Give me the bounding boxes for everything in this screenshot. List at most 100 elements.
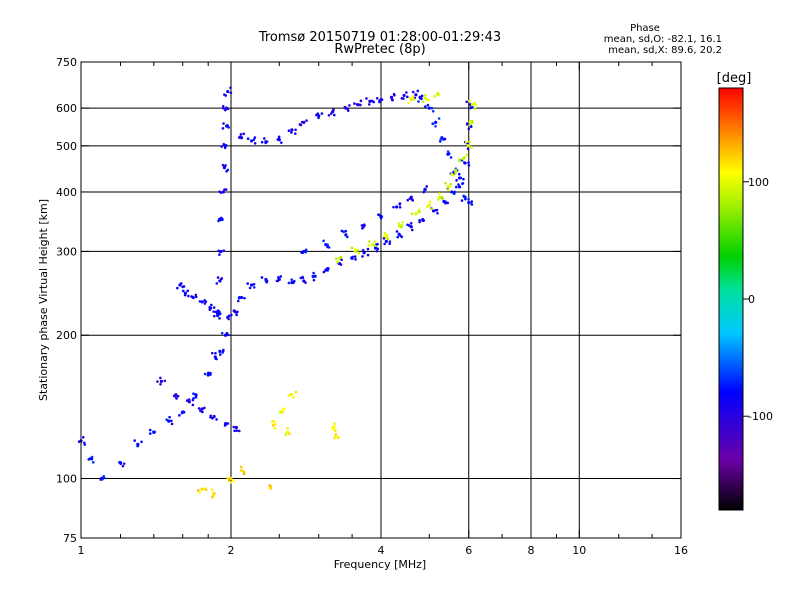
data-point <box>181 289 185 293</box>
data-point <box>206 373 210 377</box>
data-point <box>226 422 230 425</box>
data-point <box>366 253 370 257</box>
data-point <box>389 95 394 99</box>
data-point <box>468 99 471 103</box>
data-point <box>170 422 174 426</box>
data-point <box>312 278 316 282</box>
data-point <box>222 107 225 110</box>
data-point <box>438 192 441 195</box>
data-point <box>280 141 283 144</box>
data-point <box>225 331 229 335</box>
data-point <box>365 97 368 100</box>
data-point <box>398 205 402 209</box>
data-point <box>388 240 392 243</box>
data-point <box>402 93 406 98</box>
data-point <box>361 248 365 252</box>
colorbar-label: [deg] <box>717 71 752 86</box>
data-point <box>224 164 227 167</box>
data-point <box>174 396 178 399</box>
data-point <box>416 89 420 93</box>
data-point <box>252 282 256 286</box>
data-point <box>277 135 281 139</box>
data-point <box>450 190 454 194</box>
x-axis-label: Frequency [MHz] <box>334 558 426 571</box>
data-point <box>397 224 401 228</box>
data-point <box>235 313 238 317</box>
data-point <box>222 166 227 170</box>
data-point <box>406 198 410 202</box>
data-point <box>373 240 377 243</box>
data-point <box>447 188 450 192</box>
data-point <box>465 153 469 157</box>
data-point <box>392 92 396 96</box>
x-tick-label: 4 <box>378 544 385 557</box>
data-point <box>223 146 227 150</box>
data-point <box>102 474 106 478</box>
data-point <box>434 120 438 124</box>
colorbar <box>718 87 744 511</box>
data-point <box>353 249 357 254</box>
data-point <box>248 286 252 290</box>
data-point <box>121 464 125 468</box>
data-point <box>304 281 307 284</box>
data-point <box>430 207 434 211</box>
data-point <box>212 310 215 313</box>
data-point <box>218 349 222 353</box>
data-point <box>165 418 168 422</box>
data-point <box>221 127 225 130</box>
data-point <box>473 107 477 110</box>
data-point <box>133 439 136 442</box>
data-point <box>333 425 336 428</box>
data-point <box>430 106 434 110</box>
stats-o: mean, sd,O: -82.1, 16.1 <box>604 34 722 45</box>
data-point <box>191 403 195 407</box>
data-point <box>218 253 221 256</box>
data-point <box>380 215 384 218</box>
data-point <box>382 234 386 238</box>
x-tick-label: 10 <box>572 544 586 557</box>
data-point <box>246 282 249 285</box>
data-point <box>277 137 281 141</box>
data-point <box>278 410 282 413</box>
data-point <box>407 101 410 105</box>
data-point <box>187 294 190 298</box>
x-tick-label: 16 <box>674 544 688 557</box>
data-point <box>223 424 227 427</box>
data-point <box>221 163 225 167</box>
data-point <box>250 283 254 287</box>
data-point <box>226 89 230 94</box>
data-point <box>221 349 225 353</box>
data-point <box>252 138 256 142</box>
data-point <box>311 275 315 279</box>
data-point <box>268 483 272 487</box>
data-point <box>462 177 465 181</box>
data-point <box>359 103 362 107</box>
data-point <box>368 99 372 103</box>
data-point <box>383 231 387 235</box>
data-point <box>178 414 181 417</box>
grid <box>81 62 681 538</box>
data-point <box>326 243 329 247</box>
data-point <box>435 208 439 212</box>
data-point <box>203 302 207 305</box>
data-point <box>140 440 143 444</box>
data-point <box>466 147 470 151</box>
y-tick-label: 75 <box>63 532 77 545</box>
data-point <box>424 105 427 108</box>
data-point <box>301 276 305 280</box>
data-point <box>408 96 412 100</box>
data-point <box>468 123 471 127</box>
data-point <box>383 242 386 246</box>
data-point <box>229 86 232 90</box>
data-point <box>209 371 212 375</box>
data-point <box>439 138 442 141</box>
data-point <box>221 190 225 194</box>
data-point <box>226 107 230 111</box>
data-point <box>400 225 403 229</box>
data-point <box>463 156 466 159</box>
data-point <box>218 250 222 254</box>
data-point <box>454 170 458 174</box>
data-point <box>437 198 440 201</box>
data-point <box>239 465 243 469</box>
data-point <box>287 129 291 132</box>
